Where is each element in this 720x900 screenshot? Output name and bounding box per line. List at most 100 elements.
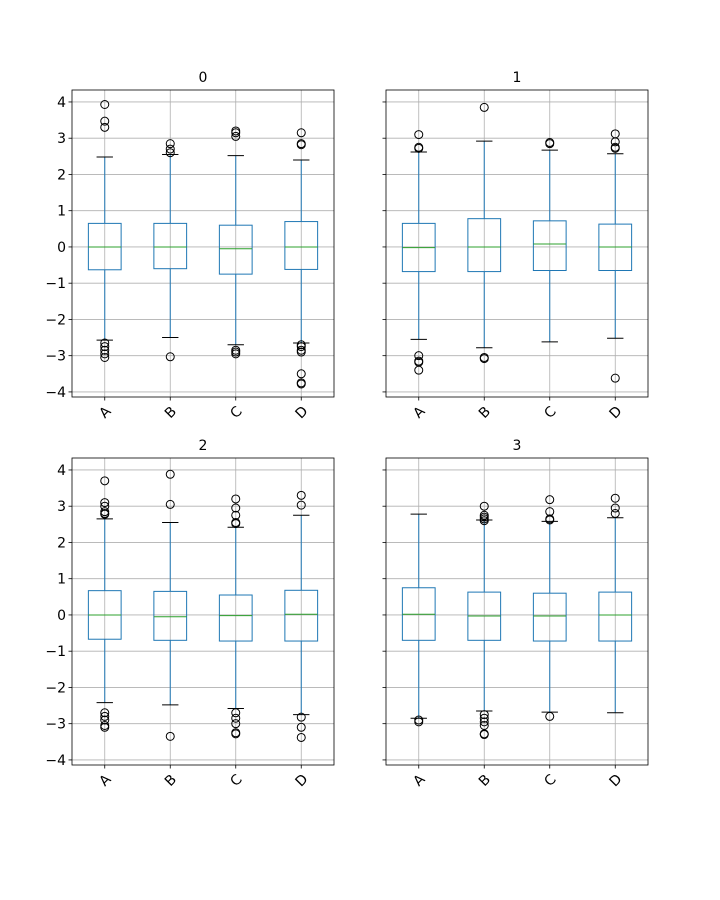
flier-point bbox=[479, 501, 489, 511]
flier-point bbox=[296, 369, 306, 379]
flier-point bbox=[296, 342, 306, 352]
flier-point bbox=[100, 99, 110, 109]
box-D bbox=[598, 129, 633, 383]
x-tick-label: A bbox=[410, 403, 428, 421]
iqr-box bbox=[467, 218, 502, 273]
flier-point bbox=[296, 722, 306, 732]
box-B bbox=[467, 501, 502, 740]
flier-point bbox=[100, 338, 110, 348]
flier-point bbox=[479, 710, 489, 720]
iqr-box bbox=[532, 220, 567, 272]
axes-frame bbox=[71, 89, 335, 398]
x-tick-label: C bbox=[227, 403, 245, 421]
flier-point bbox=[296, 379, 306, 389]
flier-point bbox=[545, 515, 555, 525]
x-tick-label: D bbox=[292, 403, 311, 422]
flier-point bbox=[414, 143, 424, 153]
subplot-title: 0 bbox=[199, 70, 208, 86]
flier-point bbox=[610, 137, 620, 147]
flier-point bbox=[479, 717, 489, 727]
x-tick-label: C bbox=[541, 771, 559, 789]
flier-point bbox=[296, 128, 306, 138]
flier-point bbox=[231, 519, 241, 529]
flier-point bbox=[231, 494, 241, 504]
box-B bbox=[153, 139, 188, 362]
flier-point bbox=[165, 144, 175, 154]
flier-point bbox=[414, 717, 424, 727]
flier-point bbox=[100, 708, 110, 718]
y-tick-label: 2 bbox=[57, 167, 66, 183]
flier-point bbox=[545, 139, 555, 149]
flier-point bbox=[100, 715, 110, 725]
flier-point bbox=[100, 345, 110, 355]
flier-point bbox=[231, 128, 241, 138]
y-tick-label: 1 bbox=[57, 204, 66, 220]
y-tick-label: −1 bbox=[45, 644, 66, 660]
flier-point bbox=[100, 476, 110, 486]
iqr-box bbox=[598, 591, 633, 642]
flier-point bbox=[100, 722, 110, 732]
y-tick-label: −2 bbox=[45, 312, 66, 328]
box-C bbox=[218, 494, 253, 739]
flier-point bbox=[231, 729, 241, 739]
subplot-1: A B C D 1 bbox=[382, 70, 649, 422]
y-tick-label: −1 bbox=[45, 276, 66, 292]
flier-point bbox=[231, 131, 241, 141]
flier-point bbox=[296, 500, 306, 510]
subplot-2: −4 −3 −2 −1 0 1 2 3 4 A B C D 2 bbox=[45, 438, 335, 790]
x-tick-label: D bbox=[606, 771, 625, 790]
box-C bbox=[532, 495, 567, 721]
flier-point bbox=[414, 365, 424, 375]
iqr-box bbox=[153, 222, 188, 270]
flier-point bbox=[296, 490, 306, 500]
y-tick-label: −3 bbox=[45, 717, 66, 733]
flier-point bbox=[231, 503, 241, 513]
x-tick-label: C bbox=[227, 771, 245, 789]
iqr-box bbox=[284, 221, 319, 270]
x-tick-label: B bbox=[162, 772, 180, 790]
y-tick-label: 1 bbox=[57, 572, 66, 588]
flier-point bbox=[610, 493, 620, 503]
iqr-box bbox=[218, 594, 253, 642]
box-B bbox=[153, 469, 188, 741]
flier-point bbox=[165, 499, 175, 509]
box-D bbox=[284, 490, 319, 742]
flier-point bbox=[165, 139, 175, 149]
flier-point bbox=[100, 116, 110, 126]
flier-point bbox=[414, 351, 424, 361]
flier-point bbox=[296, 140, 306, 150]
iqr-box bbox=[218, 224, 253, 275]
flier-point bbox=[165, 148, 175, 158]
x-tick-label: A bbox=[96, 403, 114, 421]
axes-frame bbox=[385, 89, 649, 398]
y-tick-label: −4 bbox=[45, 385, 66, 401]
y-tick-label: 4 bbox=[57, 95, 66, 111]
flier-point bbox=[479, 516, 489, 526]
box-C bbox=[218, 126, 253, 359]
flier-point bbox=[610, 373, 620, 383]
x-tick-label: A bbox=[96, 771, 114, 789]
x-tick-label: B bbox=[476, 772, 494, 790]
axes-frame bbox=[71, 457, 335, 766]
x-tick-label: A bbox=[410, 771, 428, 789]
subplot-title: 2 bbox=[199, 438, 208, 454]
y-tick-label: 4 bbox=[57, 463, 66, 479]
y-tick-label: 3 bbox=[57, 499, 66, 515]
box-A bbox=[87, 476, 122, 732]
flier-point bbox=[100, 349, 110, 359]
box-A bbox=[401, 130, 436, 375]
flier-point bbox=[296, 347, 306, 357]
box-B bbox=[467, 102, 502, 364]
y-tick-label: 0 bbox=[57, 608, 66, 624]
box-A bbox=[87, 99, 122, 362]
flier-point bbox=[100, 122, 110, 132]
y-tick-label: −3 bbox=[45, 349, 66, 365]
flier-point bbox=[610, 508, 620, 518]
flier-point bbox=[479, 713, 489, 723]
flier-point bbox=[610, 143, 620, 153]
subplot-3: A B C D 3 bbox=[382, 438, 649, 790]
subplot-0: −4 −3 −2 −1 0 1 2 3 4 A B C D 0 bbox=[45, 70, 335, 422]
flier-point bbox=[296, 712, 306, 722]
flier-point bbox=[414, 130, 424, 140]
